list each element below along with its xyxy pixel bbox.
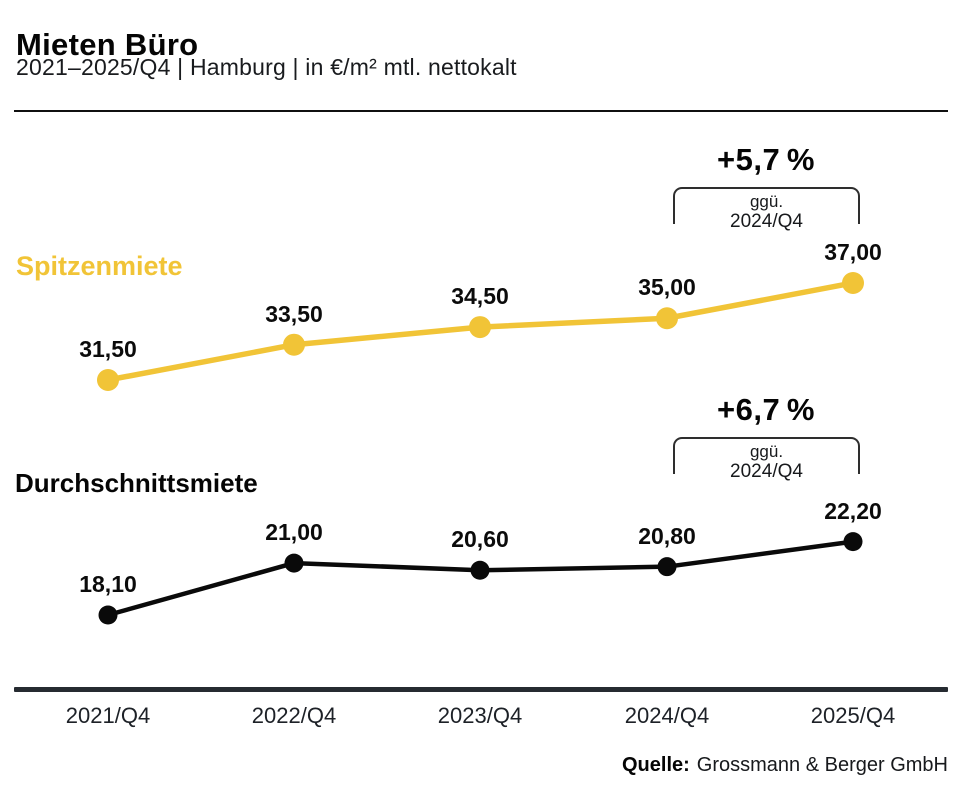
- data-point-durchschnittsmiete-3: [657, 557, 677, 577]
- data-point-spitzenmiete-2: [469, 316, 491, 339]
- annotation-bracket-spitzenmiete: ggü. 2024/Q4: [673, 187, 860, 232]
- page-subtitle: 2021–2025/Q4 | Hamburg | in €/m² mtl. ne…: [16, 54, 517, 80]
- x-axis-label-0: 2021/Q4: [65, 703, 151, 728]
- value-label-durchschnittsmiete-4: 22,20: [824, 497, 882, 524]
- value-label-spitzenmiete-1: 33,50: [265, 300, 323, 327]
- annotation-durchschnittsmiete: +6,7 % ggü. 2024/Q4: [666, 392, 866, 482]
- value-label-durchschnittsmiete-3: 20,80: [638, 522, 696, 549]
- source-text: Grossmann & Berger GmbH: [696, 754, 948, 776]
- data-point-durchschnittsmiete-2: [470, 560, 490, 580]
- data-point-durchschnittsmiete-4: [843, 532, 863, 552]
- data-point-spitzenmiete-3: [656, 307, 678, 330]
- data-point-spitzenmiete-4: [842, 271, 864, 294]
- annotation-percent-durchschnittsmiete: +6,7 %: [717, 392, 815, 427]
- page-title: Mieten Büro: [16, 26, 199, 62]
- header-divider: [14, 110, 948, 112]
- value-label-spitzenmiete-2: 34,50: [451, 283, 509, 310]
- annotation-reference: ggü. 2024/Q4: [730, 442, 803, 482]
- annotation-reference: ggü. 2024/Q4: [730, 192, 803, 232]
- series-label-durchschnittsmiete: Durchschnittsmiete: [15, 468, 258, 498]
- value-label-spitzenmiete-4: 37,00: [824, 238, 882, 265]
- series-label-spitzenmiete: Spitzenmiete: [16, 251, 183, 281]
- data-point-spitzenmiete-0: [97, 369, 119, 391]
- data-point-durchschnittsmiete-0: [98, 605, 118, 625]
- data-point-spitzenmiete-1: [283, 333, 305, 356]
- annotation-percent-spitzenmiete: +5,7 %: [717, 142, 815, 177]
- value-label-spitzenmiete-0: 31,50: [79, 336, 137, 362]
- source-credit: Quelle: Grossmann & Berger GmbH: [622, 754, 948, 777]
- annotation-spitzenmiete: +5,7 % ggü. 2024/Q4: [666, 142, 866, 232]
- source-label: Quelle:: [622, 754, 690, 776]
- x-axis-line: [14, 687, 948, 692]
- data-point-durchschnittsmiete-1: [284, 553, 304, 573]
- value-label-durchschnittsmiete-2: 20,60: [451, 526, 509, 553]
- x-axis-label-1: 2022/Q4: [251, 703, 337, 728]
- x-axis-label-4: 2025/Q4: [810, 703, 896, 728]
- value-label-durchschnittsmiete-0: 18,10: [79, 571, 137, 597]
- value-label-durchschnittsmiete-1: 21,00: [265, 519, 323, 546]
- x-axis-label-2: 2023/Q4: [437, 703, 523, 728]
- x-axis-label-3: 2024/Q4: [624, 703, 710, 728]
- value-label-spitzenmiete-3: 35,00: [638, 274, 696, 301]
- annotation-bracket-durchschnittsmiete: ggü. 2024/Q4: [673, 437, 860, 482]
